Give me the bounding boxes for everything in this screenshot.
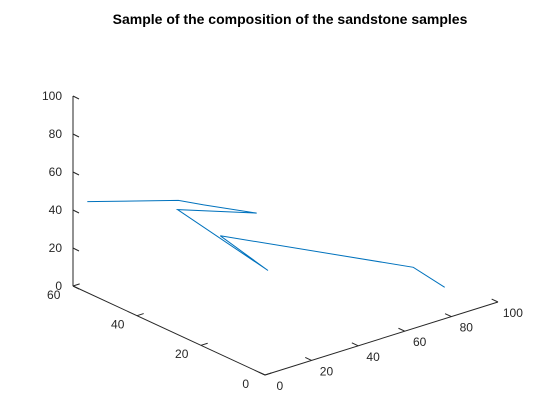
data-series-line <box>87 199 445 288</box>
x-tick-mark <box>491 298 499 303</box>
z-tick-label: 40 <box>49 203 63 217</box>
z-tick-mark <box>72 285 80 290</box>
z-tick-label: 0 <box>55 279 62 293</box>
y-tick-mark <box>264 372 272 376</box>
x-tick-label: 0 <box>277 379 284 393</box>
z-tick-label: 20 <box>49 241 63 255</box>
x-tick-mark <box>258 371 266 376</box>
y-tick-label: 40 <box>111 317 125 331</box>
y-tick-label: 0 <box>242 377 249 391</box>
y-tick-mark <box>72 283 80 287</box>
y-tick-label: 60 <box>47 288 61 302</box>
chart-title: Sample of the composition of the sandsto… <box>113 11 468 27</box>
x-tick-label: 20 <box>320 364 334 378</box>
y-tick-mark <box>200 342 208 346</box>
x-tick-mark <box>351 342 359 347</box>
z-tick-label: 100 <box>42 89 62 103</box>
y-tick-label: 20 <box>175 347 189 361</box>
x-tick-mark <box>444 313 452 318</box>
z-tick-mark <box>72 171 80 176</box>
x-tick-mark <box>398 327 406 332</box>
x-tick-mark <box>305 357 312 361</box>
y-axis-line <box>72 285 266 376</box>
z-tick-label: 80 <box>49 127 63 141</box>
z-tick-label: 60 <box>49 165 63 179</box>
x-tick-label: 40 <box>366 350 380 364</box>
y-tick-mark <box>136 313 144 317</box>
plot-area <box>87 199 445 288</box>
z-tick-mark <box>72 133 80 138</box>
x-tick-label: 80 <box>460 321 474 335</box>
z-tick-mark <box>72 247 80 252</box>
x-tick-label: 60 <box>413 335 427 349</box>
x-tick-label: 100 <box>503 306 523 320</box>
z-tick-mark <box>72 209 80 214</box>
z-tick-mark <box>72 95 80 100</box>
x-axis-line <box>264 301 499 376</box>
